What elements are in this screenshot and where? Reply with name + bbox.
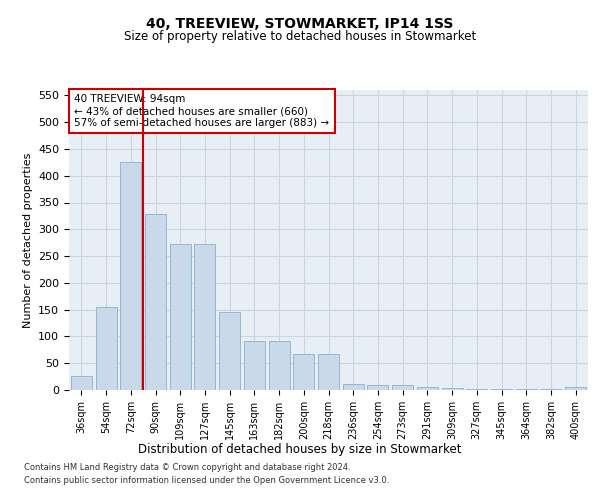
Y-axis label: Number of detached properties: Number of detached properties xyxy=(23,152,32,328)
Bar xyxy=(392,384,413,390)
Text: 40, TREEVIEW, STOWMARKET, IP14 1SS: 40, TREEVIEW, STOWMARKET, IP14 1SS xyxy=(146,18,454,32)
Text: Contains public sector information licensed under the Open Government Licence v3: Contains public sector information licen… xyxy=(24,476,389,485)
Bar xyxy=(466,389,487,390)
Text: 40 TREEVIEW: 94sqm
← 43% of detached houses are smaller (660)
57% of semi-detach: 40 TREEVIEW: 94sqm ← 43% of detached hou… xyxy=(74,94,329,128)
Bar xyxy=(367,384,388,390)
Bar xyxy=(343,384,364,390)
Text: Size of property relative to detached houses in Stowmarket: Size of property relative to detached ho… xyxy=(124,30,476,43)
Bar xyxy=(244,341,265,390)
Bar xyxy=(293,354,314,390)
Bar xyxy=(170,244,191,390)
Bar xyxy=(318,354,339,390)
Text: Distribution of detached houses by size in Stowmarket: Distribution of detached houses by size … xyxy=(138,442,462,456)
Bar xyxy=(442,388,463,390)
Bar xyxy=(417,388,438,390)
Bar xyxy=(95,307,116,390)
Bar xyxy=(491,389,512,390)
Bar xyxy=(71,376,92,390)
Bar xyxy=(565,388,586,390)
Text: Contains HM Land Registry data © Crown copyright and database right 2024.: Contains HM Land Registry data © Crown c… xyxy=(24,462,350,471)
Bar xyxy=(219,312,240,390)
Bar xyxy=(194,244,215,390)
Bar xyxy=(269,341,290,390)
Bar xyxy=(145,214,166,390)
Bar xyxy=(120,162,141,390)
